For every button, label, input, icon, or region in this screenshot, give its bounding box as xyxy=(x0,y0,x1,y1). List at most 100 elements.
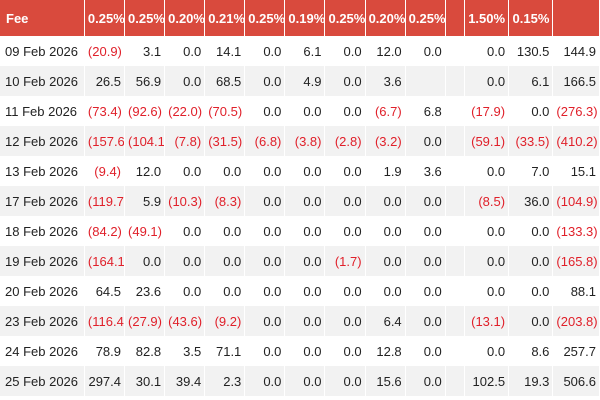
table-cell: 0.0 xyxy=(244,186,286,216)
table-cell: 0.0 xyxy=(508,246,554,276)
table-cell: 7.0 xyxy=(508,156,554,186)
table-cell: (73.4) xyxy=(84,96,126,126)
table-cell: 0.0 xyxy=(405,276,446,306)
table-cell: 0.0 xyxy=(464,336,510,366)
table-cell: (17.9) xyxy=(464,96,510,126)
table-cell: 0.0 xyxy=(464,156,510,186)
table-cell: 0.0 xyxy=(405,186,446,216)
table-cell: 0.0 xyxy=(464,276,510,306)
table-cell: 0.0 xyxy=(365,276,406,306)
row-date: 20 Feb 2026 xyxy=(0,276,85,306)
table-cell: (164.1) xyxy=(84,246,126,276)
table-cell xyxy=(445,36,465,66)
table-cell: 6.1 xyxy=(284,36,326,66)
column-header-fee-rate xyxy=(552,0,600,36)
table-cell: 0.0 xyxy=(324,186,366,216)
table-cell: (10.3) xyxy=(164,186,206,216)
row-date: 23 Feb 2026 xyxy=(0,306,85,336)
table-cell: 0.0 xyxy=(405,246,446,276)
table-cell: 78.9 xyxy=(84,336,126,366)
table-cell: (59.1) xyxy=(464,126,510,156)
table-cell: 0.0 xyxy=(244,306,286,336)
table-cell: 0.0 xyxy=(244,366,286,396)
table-cell: 64.5 xyxy=(84,276,126,306)
table-cell: 0.0 xyxy=(284,216,326,246)
table-cell xyxy=(445,336,465,366)
table-cell: 0.0 xyxy=(164,216,206,246)
table-cell: (9.4) xyxy=(84,156,126,186)
table-cell: 82.8 xyxy=(124,336,166,366)
table-cell: 0.0 xyxy=(164,66,206,96)
table-cell xyxy=(445,66,465,96)
table-cell: (1.7) xyxy=(324,246,366,276)
table-cell: (2.8) xyxy=(324,126,366,156)
table-cell: 0.0 xyxy=(284,306,326,336)
table-cell: 39.4 xyxy=(164,366,206,396)
table-cell: (6.8) xyxy=(244,126,286,156)
row-date: 11 Feb 2026 xyxy=(0,96,85,126)
table-cell: (92.6) xyxy=(124,96,166,126)
table-cell: 297.4 xyxy=(84,366,126,396)
table-cell xyxy=(445,96,465,126)
table-cell: 2.3 xyxy=(204,366,246,396)
table-cell: (43.6) xyxy=(164,306,206,336)
table-cell: (157.6) xyxy=(84,126,126,156)
table-cell: 0.0 xyxy=(405,306,446,336)
row-date: 19 Feb 2026 xyxy=(0,246,85,276)
table-row: 11 Feb 2026 (73.4) (92.6) (22.0) (70.5) 0.0 0.… xyxy=(0,96,600,126)
column-header-fee-rate: 0.15% xyxy=(508,0,554,36)
table-cell: (31.5) xyxy=(204,126,246,156)
row-date: 10 Feb 2026 xyxy=(0,66,85,96)
table-cell: 0.0 xyxy=(244,216,286,246)
table-cell: 0.0 xyxy=(464,216,510,246)
table-cell xyxy=(445,306,465,336)
table-cell: (8.5) xyxy=(464,186,510,216)
row-date: 13 Feb 2026 xyxy=(0,156,85,186)
table-cell: 3.1 xyxy=(124,36,166,66)
table-cell: (8.3) xyxy=(204,186,246,216)
table-row: 20 Feb 2026 64.5 23.6 0.0 0.0 0.0 0.0 0.0 0.0 0.0… xyxy=(0,276,600,306)
table-cell: 0.0 xyxy=(204,216,246,246)
table-cell: (7.8) xyxy=(164,126,206,156)
table-cell: 0.0 xyxy=(324,156,366,186)
row-total-cell: (276.3) xyxy=(552,96,600,126)
table-cell: 1.9 xyxy=(365,156,406,186)
table-cell: (22.0) xyxy=(164,96,206,126)
row-total-cell: 506.6 xyxy=(552,366,600,396)
table-cell: (49.1) xyxy=(124,216,166,246)
table-cell: 130.5 xyxy=(508,36,554,66)
table-cell: 0.0 xyxy=(405,366,446,396)
table-cell: 0.0 xyxy=(284,246,326,276)
table-cell: 0.0 xyxy=(284,366,326,396)
table-cell: 0.0 xyxy=(244,66,286,96)
table-cell: 4.9 xyxy=(284,66,326,96)
row-total-cell: 88.1 xyxy=(552,276,600,306)
row-date: 12 Feb 2026 xyxy=(0,126,85,156)
table-row: 19 Feb 2026(164.1)0.00.00.00.00.0(1.7)0.… xyxy=(0,246,600,276)
table-cell: 19.3 xyxy=(508,366,554,396)
table-row: 13 Feb 2026 (9.4) 12.0 0.0 0.0 0.0 0.0 0.0 1.9 3.… xyxy=(0,156,600,186)
table-cell: 0.0 xyxy=(204,156,246,186)
column-header-fee-rate: 0.21% xyxy=(204,0,246,36)
table-cell: 15.6 xyxy=(365,366,406,396)
table-cell: 0.0 xyxy=(324,36,366,66)
column-header-fee-rate: 0.19% xyxy=(284,0,326,36)
table-cell: 0.0 xyxy=(508,216,554,246)
table-cell: 0.0 xyxy=(324,96,366,126)
column-header-fee-rate: 0.25% xyxy=(405,0,446,36)
table-row: 18 Feb 2026 (84.2) (49.1) 0.0 0.0 0.0 0.0 0.0 0.… xyxy=(0,216,600,246)
table-body: 09 Feb 2026 (20.9) 3.1 0.0 14.1 0.0 6.1 0.0 12.0… xyxy=(0,36,600,396)
table-row: 12 Feb 2026(157.6)(104.1)(7.8)(31.5)(6.8… xyxy=(0,126,600,156)
table-cell: 0.0 xyxy=(244,336,286,366)
table-cell: 0.0 xyxy=(124,246,166,276)
table-row: 10 Feb 2026 26.5 56.9 0.0 68.5 0.0 4.9 0.0 3.6 0.… xyxy=(0,66,600,96)
column-header-fee-rate: 0.20% xyxy=(365,0,406,36)
table-cell xyxy=(445,126,465,156)
table-cell: 3.6 xyxy=(405,156,446,186)
table-cell: 3.5 xyxy=(164,336,206,366)
table-cell: 12.0 xyxy=(124,156,166,186)
table-cell: 0.0 xyxy=(204,276,246,306)
row-total-cell: 144.9 xyxy=(552,36,600,66)
